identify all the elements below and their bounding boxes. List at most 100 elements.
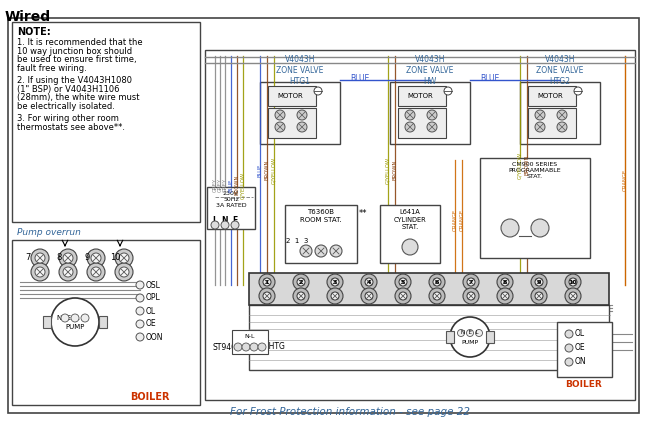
Text: 8: 8 bbox=[56, 254, 61, 262]
Text: T6360B
ROOM STAT.: T6360B ROOM STAT. bbox=[300, 209, 342, 222]
Circle shape bbox=[433, 278, 441, 286]
Text: fault free wiring.: fault free wiring. bbox=[17, 63, 87, 73]
Text: GREY: GREY bbox=[212, 178, 217, 192]
Text: BROWN: BROWN bbox=[525, 155, 529, 175]
Circle shape bbox=[136, 333, 144, 341]
Text: G/YELLOW: G/YELLOW bbox=[241, 171, 245, 199]
Circle shape bbox=[405, 122, 415, 132]
Circle shape bbox=[535, 122, 545, 132]
Circle shape bbox=[297, 110, 307, 120]
Bar bbox=[528, 108, 576, 138]
Text: N-L: N-L bbox=[245, 335, 256, 340]
Text: V4043H
ZONE VALVE
HW: V4043H ZONE VALVE HW bbox=[406, 55, 454, 86]
Circle shape bbox=[535, 292, 543, 300]
Text: 7: 7 bbox=[25, 254, 30, 262]
Text: (28mm), the white wire must: (28mm), the white wire must bbox=[17, 93, 140, 102]
Text: 2. If using the V4043H1080: 2. If using the V4043H1080 bbox=[17, 76, 132, 85]
Bar bbox=[528, 86, 576, 106]
Bar bbox=[249, 305, 609, 370]
Circle shape bbox=[399, 292, 407, 300]
Bar bbox=[99, 316, 107, 328]
Circle shape bbox=[331, 278, 339, 286]
Bar bbox=[285, 205, 357, 263]
Circle shape bbox=[211, 221, 219, 229]
Text: OL: OL bbox=[575, 330, 585, 338]
Circle shape bbox=[569, 292, 577, 300]
Text: E: E bbox=[232, 216, 237, 225]
Text: ST9400A/C: ST9400A/C bbox=[213, 342, 255, 351]
Circle shape bbox=[535, 110, 545, 120]
Circle shape bbox=[136, 281, 144, 289]
Circle shape bbox=[327, 288, 343, 304]
Circle shape bbox=[501, 292, 509, 300]
Circle shape bbox=[71, 314, 79, 322]
Text: OPL: OPL bbox=[146, 293, 160, 303]
Text: MOTOR: MOTOR bbox=[277, 93, 303, 99]
Circle shape bbox=[314, 87, 322, 95]
Circle shape bbox=[444, 87, 452, 95]
Text: 10: 10 bbox=[110, 254, 120, 262]
Circle shape bbox=[361, 288, 377, 304]
Circle shape bbox=[297, 292, 305, 300]
Bar bbox=[43, 316, 51, 328]
Circle shape bbox=[427, 122, 437, 132]
Text: ORANGE: ORANGE bbox=[622, 169, 628, 191]
Text: N: N bbox=[222, 216, 228, 225]
Circle shape bbox=[263, 292, 271, 300]
Circle shape bbox=[115, 249, 133, 267]
Text: be used to ensure first time,: be used to ensure first time, bbox=[17, 55, 137, 64]
Bar bbox=[557, 322, 612, 377]
Text: 1. It is recommended that the: 1. It is recommended that the bbox=[17, 38, 142, 47]
Circle shape bbox=[63, 267, 73, 277]
Text: MOTOR: MOTOR bbox=[407, 93, 433, 99]
Circle shape bbox=[115, 263, 133, 281]
Text: ORANGE: ORANGE bbox=[459, 209, 465, 231]
Text: For Frost Protection information - see page 22: For Frost Protection information - see p… bbox=[230, 407, 470, 417]
Text: ORANGE: ORANGE bbox=[452, 209, 457, 231]
Circle shape bbox=[136, 320, 144, 328]
Text: GREY: GREY bbox=[217, 178, 223, 192]
Bar bbox=[446, 331, 454, 343]
Circle shape bbox=[136, 294, 144, 302]
Circle shape bbox=[119, 253, 129, 263]
Bar bbox=[520, 82, 600, 144]
Text: BROWN: BROWN bbox=[265, 160, 270, 180]
Circle shape bbox=[35, 253, 45, 263]
Text: L641A
CYLINDER
STAT.: L641A CYLINDER STAT. bbox=[393, 209, 426, 230]
Circle shape bbox=[293, 288, 309, 304]
Bar bbox=[380, 205, 440, 263]
Text: G/YELLOW: G/YELLOW bbox=[386, 157, 391, 184]
Circle shape bbox=[315, 245, 327, 257]
Text: BOILER: BOILER bbox=[565, 380, 602, 389]
Circle shape bbox=[221, 221, 229, 229]
Circle shape bbox=[365, 278, 373, 286]
Text: 3: 3 bbox=[333, 279, 337, 284]
Bar bbox=[268, 86, 316, 106]
Text: BLUE: BLUE bbox=[258, 163, 263, 177]
Text: 230V
50Hz
3A RATED: 230V 50Hz 3A RATED bbox=[215, 191, 247, 208]
Text: BROWN: BROWN bbox=[234, 175, 239, 195]
Circle shape bbox=[466, 330, 474, 336]
Text: CM900 SERIES
PROGRAMMABLE
STAT.: CM900 SERIES PROGRAMMABLE STAT. bbox=[509, 162, 562, 179]
Text: GREY: GREY bbox=[223, 178, 228, 192]
Text: G/YELLOW: G/YELLOW bbox=[272, 157, 276, 184]
Bar bbox=[260, 82, 340, 144]
Circle shape bbox=[565, 330, 573, 338]
Circle shape bbox=[565, 274, 581, 290]
Text: HW HTG: HW HTG bbox=[253, 342, 285, 351]
Bar bbox=[268, 108, 316, 138]
Circle shape bbox=[87, 263, 105, 281]
Circle shape bbox=[250, 343, 258, 351]
Circle shape bbox=[59, 263, 77, 281]
Circle shape bbox=[59, 249, 77, 267]
Circle shape bbox=[557, 122, 567, 132]
Bar bbox=[205, 50, 635, 400]
Circle shape bbox=[497, 288, 513, 304]
Circle shape bbox=[297, 122, 307, 132]
Text: 5: 5 bbox=[400, 279, 405, 284]
Circle shape bbox=[429, 288, 445, 304]
Circle shape bbox=[361, 274, 377, 290]
Text: C: C bbox=[408, 243, 413, 252]
Circle shape bbox=[81, 314, 89, 322]
Text: V4043H
ZONE VALVE
HTG2: V4043H ZONE VALVE HTG2 bbox=[536, 55, 584, 86]
